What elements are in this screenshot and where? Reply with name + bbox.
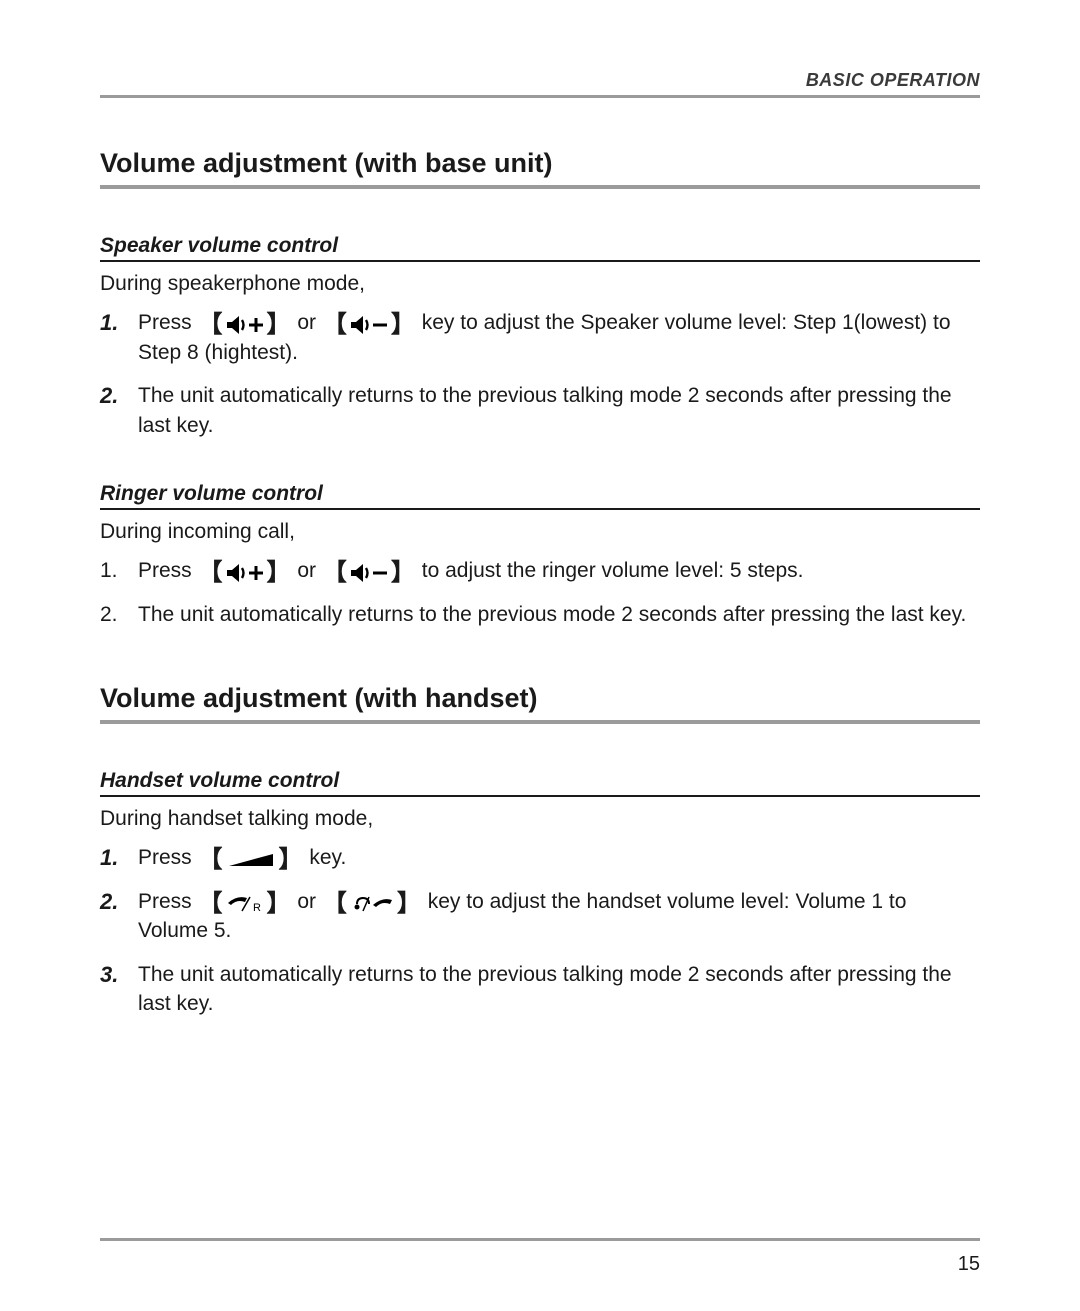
step-item: 2. The unit automatically returns to the… — [130, 381, 980, 440]
step-text-post: key. — [309, 846, 346, 869]
top-rule — [100, 95, 980, 98]
heading-speaker-volume: Speaker volume control — [100, 234, 980, 262]
step-item: 2. Press 【R】 or 【】 key to adjust the han… — [130, 887, 980, 946]
running-head: BASIC OPERATION — [100, 70, 980, 91]
step-marker: 1. — [100, 843, 118, 874]
heading-volume-handset: Volume adjustment (with handset) — [100, 683, 980, 724]
step-text-post: to adjust the ringer volume level: 5 ste… — [422, 559, 804, 582]
step-marker: 2. — [100, 381, 118, 412]
vol-up-key-icon: 【】 — [199, 313, 291, 337]
step-item: 1. Press 【】 or 【】 to adjust the ringer v… — [130, 556, 980, 585]
step-marker: 1. — [100, 308, 118, 339]
manual-page: BASIC OPERATION Volume adjustment (with … — [0, 0, 1080, 1311]
steps-speaker: 1. Press 【】 or 【】 key to adjust the Spea… — [100, 308, 980, 440]
step-text: The unit automatically returns to the pr… — [138, 384, 952, 436]
heading-ringer-volume: Ringer volume control — [100, 482, 980, 510]
step-item: 1. Press 【】 key. — [130, 843, 980, 872]
heading-handset-volume: Handset volume control — [100, 769, 980, 797]
right-pb-key-icon: 【】 — [323, 892, 421, 916]
svg-text:R: R — [253, 902, 261, 914]
step-marker: 2. — [100, 600, 118, 629]
step-text: The unit automatically returns to the pr… — [138, 963, 952, 1015]
step-item: 3. The unit automatically returns to the… — [130, 960, 980, 1019]
intro-handset: During handset talking mode, — [100, 805, 980, 833]
step-marker: 1. — [100, 556, 118, 585]
bottom-rule — [100, 1238, 980, 1241]
step-item: 1. Press 【】 or 【】 key to adjust the Spea… — [130, 308, 980, 367]
left-r-key-icon: 【R】 — [199, 892, 291, 916]
step-item: 2. The unit automatically returns to the… — [130, 600, 980, 629]
steps-handset: 1. Press 【】 key. 2. Press 【R】 or 【】 key … — [100, 843, 980, 1018]
vol-down-key-icon: 【】 — [323, 561, 415, 585]
vol-up-key-icon: 【】 — [199, 561, 291, 585]
step-text-mid: or — [297, 311, 316, 334]
heading-volume-base: Volume adjustment (with base unit) — [100, 148, 980, 189]
ramp-key-icon: 【】 — [199, 848, 303, 872]
step-text-pre: Press — [138, 311, 192, 334]
step-text-pre: Press — [138, 846, 192, 869]
step-marker: 3. — [100, 960, 118, 991]
step-text-mid: or — [297, 559, 316, 582]
intro-ringer: During incoming call, — [100, 518, 980, 546]
steps-ringer: 1. Press 【】 or 【】 to adjust the ringer v… — [100, 556, 980, 629]
step-text-pre: Press — [138, 890, 192, 913]
vol-down-key-icon: 【】 — [323, 313, 415, 337]
intro-speaker: During speakerphone mode, — [100, 270, 980, 298]
step-text: The unit automatically returns to the pr… — [138, 603, 966, 626]
page-number: 15 — [958, 1253, 980, 1276]
step-text-pre: Press — [138, 559, 192, 582]
step-marker: 2. — [100, 887, 118, 918]
step-text-mid: or — [297, 890, 316, 913]
